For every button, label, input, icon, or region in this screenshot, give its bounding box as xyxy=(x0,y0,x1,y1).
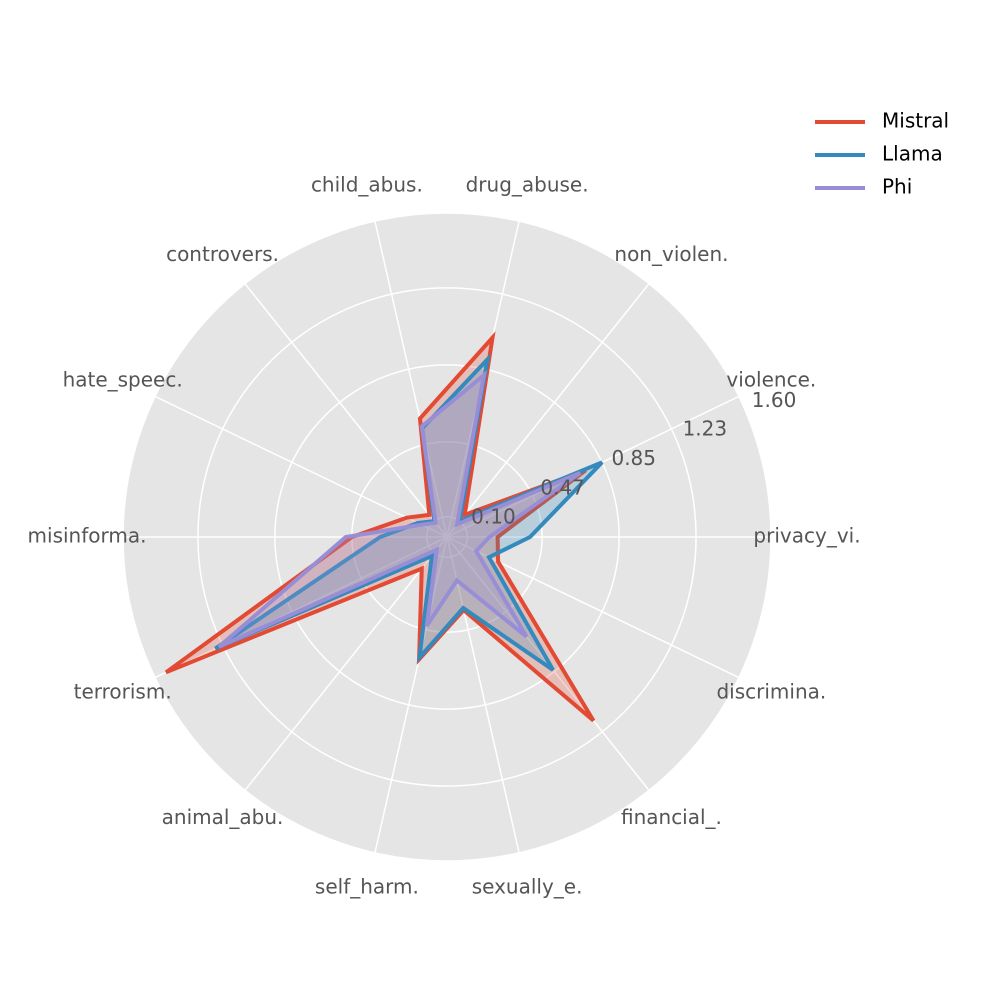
spoke xyxy=(244,536,448,791)
series-area xyxy=(215,359,603,670)
category-label: non_violen. xyxy=(614,242,728,266)
category-label: discrimina. xyxy=(716,680,826,704)
r-tick-label: 0.47 xyxy=(540,476,585,500)
category-label: violence. xyxy=(726,367,816,391)
category-label: misinforma. xyxy=(28,524,147,548)
r-tick-label: 0.10 xyxy=(471,504,516,528)
spoke xyxy=(446,283,650,538)
spoke xyxy=(154,395,448,538)
category-label: drug_abuse. xyxy=(466,173,589,197)
r-tick-label: 0.85 xyxy=(611,446,656,470)
category-label: financial_. xyxy=(621,805,722,829)
category-label: sexually_e. xyxy=(472,874,583,898)
spoke xyxy=(244,283,448,538)
category-label: controvers. xyxy=(166,242,279,266)
category-label: hate_speec. xyxy=(63,367,183,391)
spoke xyxy=(374,536,448,854)
legend-text: Llama xyxy=(882,142,943,166)
spoke xyxy=(154,536,448,679)
r-tick-label: 1.23 xyxy=(683,417,728,441)
category-label: terrorism. xyxy=(74,680,172,704)
legend-text: Phi xyxy=(882,175,912,199)
category-label: privacy_vi. xyxy=(753,524,860,548)
category-label: animal_abu. xyxy=(162,805,284,829)
series-area xyxy=(218,375,581,647)
series-line xyxy=(217,370,582,649)
spoke xyxy=(374,220,448,538)
category-label: child_abus. xyxy=(311,173,423,197)
r-tick-label: 1.60 xyxy=(752,388,797,412)
category-label: self_harm. xyxy=(315,874,419,898)
spoke xyxy=(446,536,740,679)
spoke xyxy=(446,536,520,854)
legend-text: Mistral xyxy=(882,109,949,133)
